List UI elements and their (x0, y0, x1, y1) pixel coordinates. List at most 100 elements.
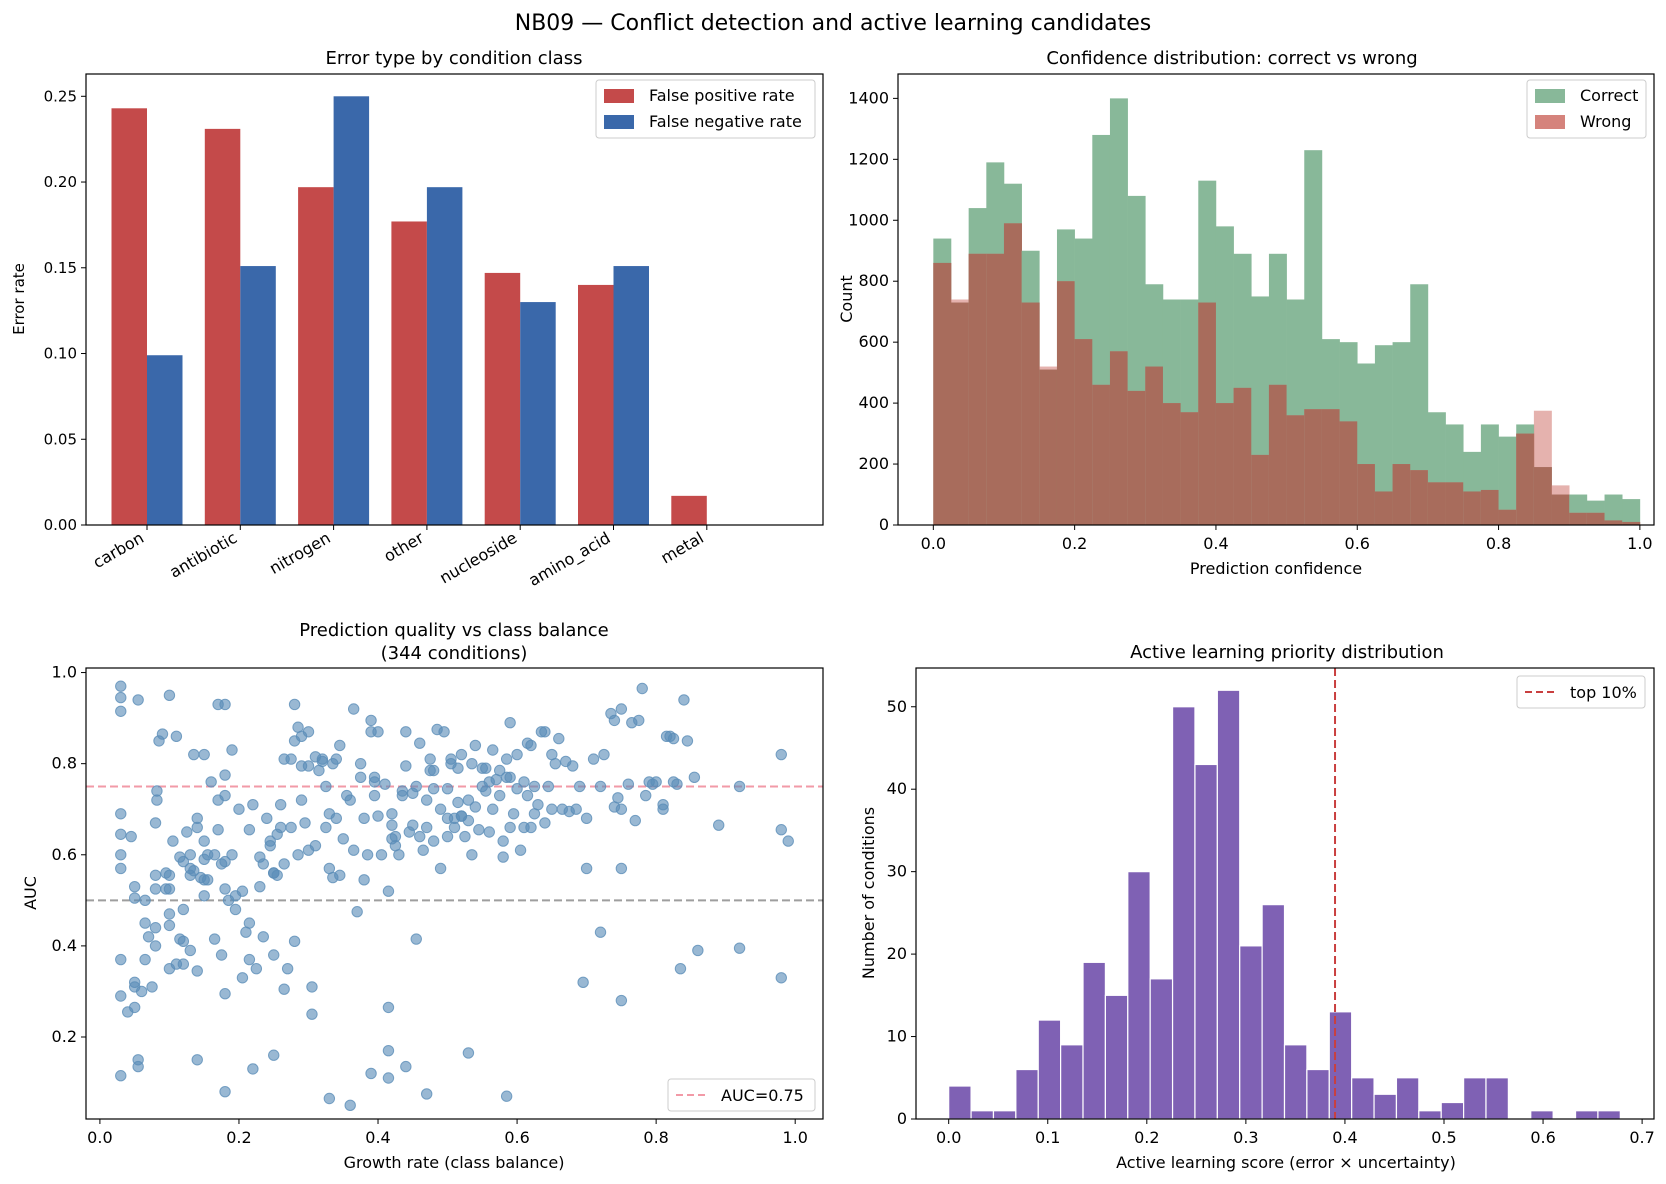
y-tick-label: 0.25 (44, 87, 77, 105)
plot-frame (897, 73, 1655, 526)
scatter-point (420, 821, 433, 834)
scatter-point (466, 849, 478, 861)
x-axis-label: Active learning score (error × uncertain… (1116, 1153, 1456, 1172)
bar-overlap (1251, 454, 1270, 525)
chart-title: Active learning priority distribution (1130, 642, 1444, 663)
bars-layer (933, 98, 1641, 526)
scatter-point (393, 849, 405, 861)
bar-overlap (1003, 223, 1022, 525)
x-tick-label: antibiotic (166, 528, 240, 582)
scatter-point (219, 883, 231, 895)
scatter-point (219, 789, 231, 802)
bar-overlap (1339, 421, 1358, 525)
plot-frame (85, 667, 824, 1120)
bar-amino_acid-fp (578, 284, 614, 525)
scatter-point (539, 726, 551, 738)
scatter-point (261, 812, 273, 825)
scatter-point (688, 771, 701, 784)
priority-bar (1597, 1110, 1621, 1120)
scatter-point (358, 812, 370, 825)
y-tick-label: 1.0 (52, 663, 77, 682)
scatter-point (115, 953, 127, 966)
legend-box (1516, 675, 1646, 709)
bar-correct (1410, 284, 1429, 525)
y-tick-label: 1200 (848, 149, 889, 168)
bars-layer (948, 668, 1621, 1120)
x-tick-label: 0.4 (365, 1128, 390, 1147)
priority-bar (1216, 689, 1241, 1120)
x-tick-label: 0.8 (1486, 534, 1511, 553)
y-tick-label: 0 (897, 1109, 907, 1128)
priority-bar (1060, 1044, 1084, 1120)
scatter-point (247, 798, 259, 811)
x-tick-label: 0.6 (1345, 534, 1370, 553)
legend-label-fp: False positive rate (649, 86, 795, 105)
scatter-point (271, 869, 283, 881)
scatter-point (570, 803, 582, 815)
priority-bar (1015, 1068, 1039, 1120)
legend: top 10% (1516, 675, 1646, 709)
x-tick-label: 0.4 (1203, 534, 1228, 553)
scatter-point (633, 714, 645, 727)
y-axis-label: Number of conditions (859, 807, 878, 979)
scatter-point (139, 953, 151, 966)
scatter-point (504, 716, 516, 729)
priority-bar (1485, 1077, 1509, 1120)
scatter-point (198, 835, 210, 847)
scatter-point (427, 764, 440, 777)
scatter-point (149, 921, 162, 934)
legend-label-threshold: top 10% (1570, 683, 1637, 702)
scatter-point (640, 789, 652, 802)
scatter-point (504, 821, 516, 834)
bar-overlap (1410, 470, 1429, 525)
scatter-point (612, 792, 624, 804)
scatter-point (608, 714, 621, 727)
scatter-point (361, 849, 374, 861)
scatter-point (316, 753, 329, 765)
scatter-point (274, 821, 287, 834)
scatter-point (257, 858, 269, 870)
x-tick-label: 0.2 (1134, 1128, 1159, 1147)
legend-box (667, 1078, 816, 1112)
scatter-point (344, 1099, 356, 1112)
scatter-point (219, 769, 231, 781)
priority-bar (1037, 1019, 1062, 1120)
scatter-point (497, 835, 509, 847)
bar-overlap (1092, 384, 1111, 525)
scatter-point (438, 726, 450, 738)
x-tick-label: 0.2 (1062, 534, 1087, 553)
y-tick-label: 400 (858, 393, 889, 412)
bar-overlap (1551, 494, 1570, 525)
scatter-point (302, 726, 315, 738)
scatter-point (469, 739, 482, 752)
scatter-point (212, 824, 224, 836)
scatter-point (149, 817, 162, 829)
scatter-point (177, 855, 190, 868)
scatter-point (181, 826, 193, 838)
bar-overlap (1516, 433, 1535, 525)
scatter-point (629, 814, 641, 827)
bar-overlap (1145, 366, 1164, 525)
priority-bar (992, 1110, 1017, 1120)
scatter-point (379, 778, 391, 790)
axes-layer: 0.0 0.2 0.4 0.6 0.8 1.0 0.2 0.4 0.6 0.8 1.0 (52, 663, 808, 1147)
scatter-point (493, 789, 506, 802)
scatter-point (115, 990, 127, 1002)
scatter-point (128, 880, 141, 893)
scatter-point (420, 1088, 433, 1100)
scatter-point (424, 753, 436, 765)
scatter-point (400, 1060, 412, 1073)
bar-overlap (1463, 491, 1482, 525)
y-axis-label: Count (837, 275, 856, 323)
scatter-point (483, 826, 495, 838)
bar-metal-fp (671, 495, 707, 525)
scatter-point (455, 748, 468, 761)
bar-overlap (1127, 390, 1146, 525)
scatter-point (268, 949, 280, 961)
scatter-point (546, 803, 558, 815)
scatter-point (539, 817, 551, 829)
scatter-point (243, 917, 256, 929)
scatter-point (504, 771, 516, 784)
bar-nucleoside-fp (484, 272, 521, 525)
scatter-point (511, 748, 523, 761)
